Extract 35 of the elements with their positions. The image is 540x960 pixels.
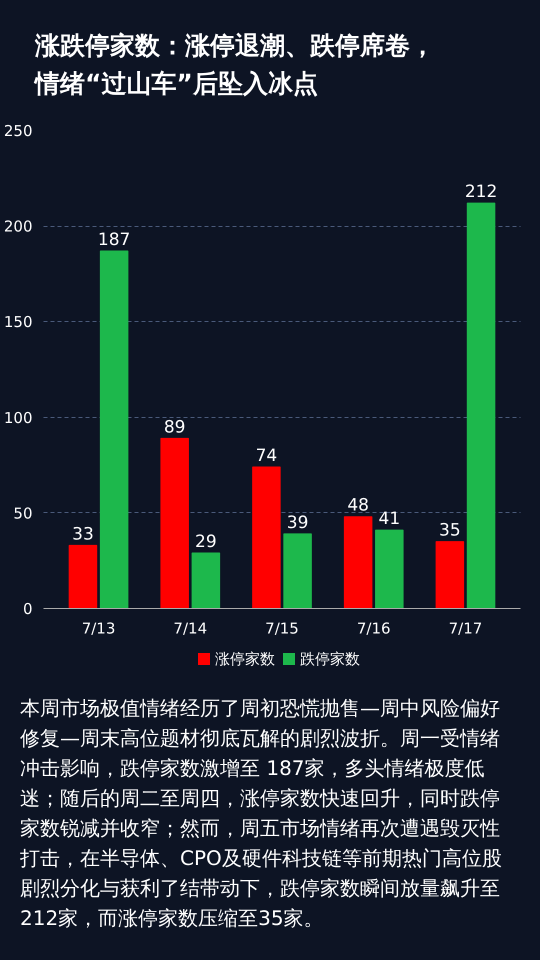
y-tick-label: 150 — [4, 313, 33, 332]
x-tick-label: 7/15 — [265, 620, 299, 638]
legend-label: 跌停家数 — [300, 650, 360, 668]
x-tick-label: 7/14 — [173, 620, 208, 638]
x-tick-label: 7/13 — [82, 620, 116, 638]
data-label: 41 — [378, 509, 400, 530]
bar — [436, 541, 464, 608]
bar — [283, 533, 312, 608]
legend-label: 涨停家数 — [215, 650, 275, 668]
data-label: 35 — [439, 520, 461, 541]
y-tick-label: 250 — [4, 122, 33, 140]
data-label: 48 — [347, 496, 369, 516]
data-label: 39 — [286, 512, 308, 533]
bar — [466, 202, 496, 608]
bar — [68, 544, 98, 608]
bar — [375, 530, 404, 608]
chart-title: 涨跌停家数：涨停退潮、跌停席卷，情绪“过山车”后坠入冰点 — [35, 30, 436, 100]
bar — [344, 516, 372, 608]
x-tick-label: 7/17 — [448, 620, 482, 638]
y-tick-label: 200 — [4, 218, 33, 236]
bar — [100, 250, 128, 608]
bar — [252, 466, 281, 608]
data-label: 74 — [256, 446, 278, 466]
data-label: 212 — [464, 182, 498, 202]
x-tick-label: 7/16 — [356, 620, 391, 638]
data-label: 33 — [72, 524, 94, 544]
bar — [160, 438, 189, 608]
y-tick-label: 0 — [22, 600, 33, 618]
y-tick-label: 100 — [4, 408, 33, 427]
data-label: 89 — [164, 417, 186, 438]
text: 本周市场极值情绪经历了周初恐慌抛售—周中风险偏好修复—周末高位题材彻底瓦解的剧烈波折。周一受情绪冲击影响，跌停家数激增至 187家，多头情绪极度低迷；随后的周二至周四，涨停家数快速回升，同时跌停家数锐减并收窄；然而，周五市场情绪再次遭遇毁灭性打击，在半导体、CPO及硬件科技链等前期热门高位股剧烈分化与获利了结带动下，跌停家数瞬间放量飙升至212家，而涨停家数压缩至35家。 — [20, 695, 503, 932]
y-tick-label: 50 — [13, 504, 33, 522]
data-label: 187 — [98, 230, 130, 250]
data-label: 29 — [195, 532, 217, 552]
bar — [192, 552, 220, 608]
